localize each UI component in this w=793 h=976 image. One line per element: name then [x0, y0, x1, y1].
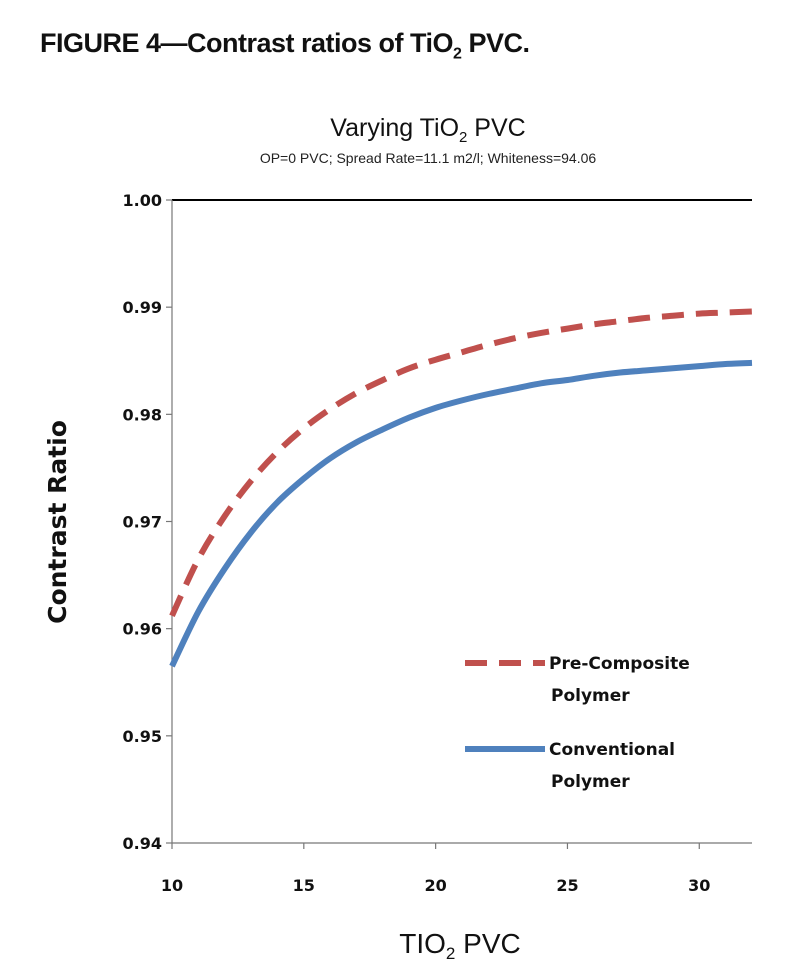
legend-label: Polymer	[551, 772, 630, 792]
chart-title: Varying TiO2 PVC	[330, 114, 525, 146]
pre-composite-series-line	[169, 308, 753, 618]
x-tick-label: 10	[161, 876, 183, 895]
legend-label: Polymer	[551, 686, 630, 706]
y-tick-label: 0.99	[123, 298, 162, 317]
y-tick-label: 0.94	[123, 834, 162, 853]
y-tick-label: 1.00	[123, 191, 162, 210]
y-tick-label: 0.97	[123, 513, 162, 532]
conventional-series-line	[169, 359, 753, 668]
axes: 0.94 0.95 0.96 0.97 0.98 0.99 1.00 10 15 20 25 30	[123, 191, 752, 895]
y-tick-label: 0.95	[123, 727, 162, 746]
series-lines	[169, 308, 753, 668]
x-tick-label: 20	[425, 876, 447, 895]
y-axis-label: Contrast Ratio	[43, 420, 72, 624]
legend: Pre-Composite Polymer Conventional Polymer	[465, 654, 690, 792]
y-tick-label: 0.98	[123, 405, 162, 424]
legend-label: Pre-Composite	[549, 654, 690, 674]
figure-caption: FIGURE 4—Contrast ratios of TiO2 PVC.	[40, 28, 530, 63]
x-tick-label: 25	[556, 876, 578, 895]
chart-subtitle: OP=0 PVC; Spread Rate=11.1 m2/l; Whitene…	[260, 150, 597, 166]
x-tick-label: 30	[688, 876, 710, 895]
legend-label: Conventional	[549, 740, 675, 760]
x-axis-label: TIO2 PVC	[399, 928, 521, 963]
y-tick-label: 0.96	[123, 620, 162, 639]
x-tick-label: 15	[293, 876, 315, 895]
